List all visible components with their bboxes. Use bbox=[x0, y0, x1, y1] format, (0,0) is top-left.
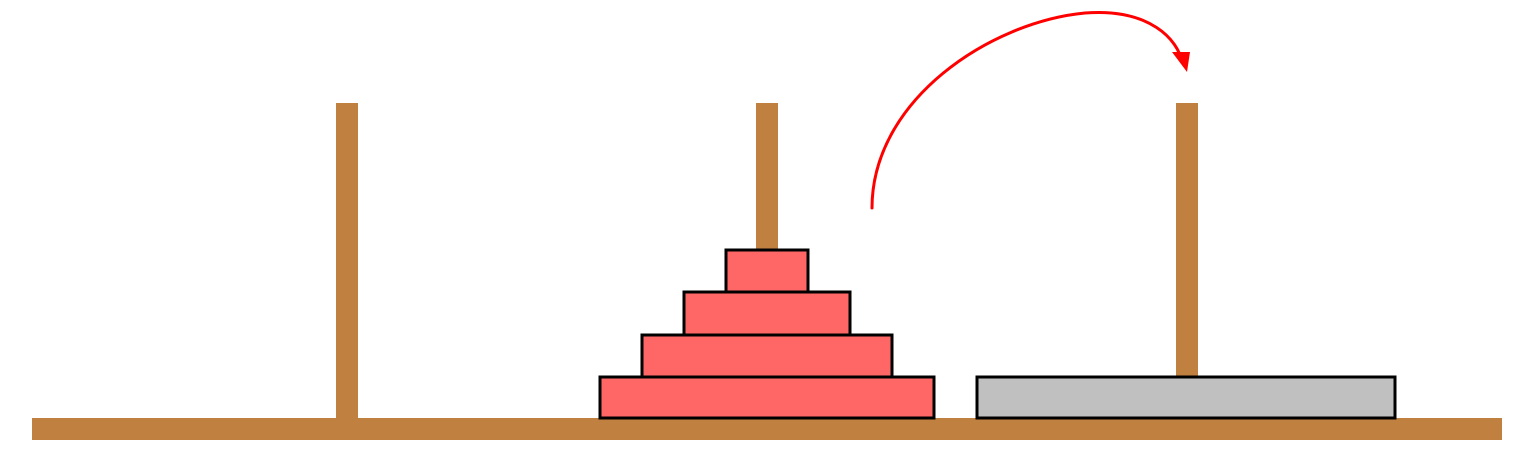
peg-left[interactable] bbox=[336, 103, 358, 418]
arrowhead-icon bbox=[1172, 52, 1190, 72]
peg-right[interactable] bbox=[1176, 103, 1198, 418]
middle-peg-stack bbox=[598, 248, 936, 420]
base-plank bbox=[32, 418, 1502, 440]
disk-red-size-8[interactable] bbox=[598, 375, 936, 420]
disk-gray-size-10[interactable] bbox=[975, 375, 1397, 420]
disk-red-size-6[interactable] bbox=[640, 333, 894, 379]
disk-red-size-4[interactable] bbox=[682, 290, 852, 337]
curved-arrow-icon bbox=[870, 10, 1184, 210]
disk-red-size-2[interactable] bbox=[724, 248, 810, 294]
right-peg-stack bbox=[975, 375, 1397, 420]
